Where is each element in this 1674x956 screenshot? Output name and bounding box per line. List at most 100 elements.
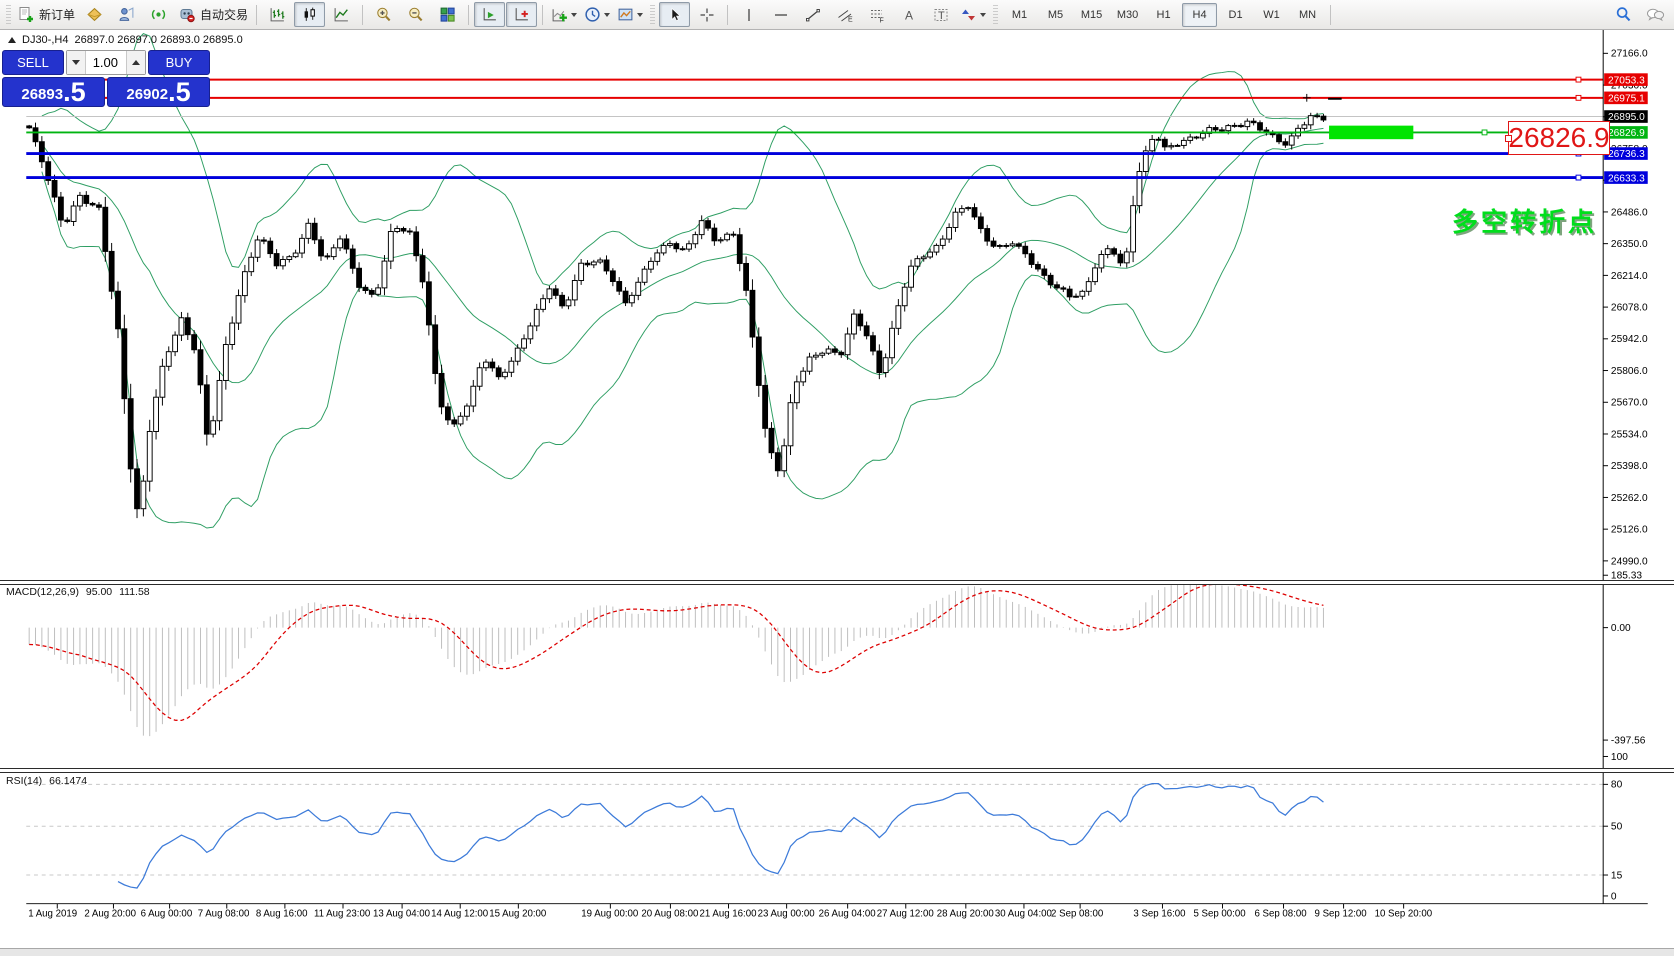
trendline-tool-button[interactable] bbox=[797, 2, 828, 27]
sell-price-display[interactable]: 26893 .5 bbox=[2, 77, 105, 107]
collapse-chart-icon[interactable] bbox=[8, 37, 16, 43]
toolbar-separator bbox=[542, 4, 544, 25]
svg-text:26826.9: 26826.9 bbox=[1608, 128, 1645, 139]
chinese-note-label[interactable]: 多空转折点 bbox=[1452, 207, 1598, 237]
sell-price-pips: .5 bbox=[63, 77, 86, 107]
templates-button[interactable] bbox=[614, 2, 646, 27]
toolbar-separator bbox=[468, 4, 470, 25]
chat-button[interactable] bbox=[1640, 2, 1671, 27]
zoom-in-icon bbox=[377, 7, 391, 22]
level-price-tag: 26633.3 bbox=[1604, 171, 1648, 184]
y-axis-tick-label: 25398.0 bbox=[1611, 461, 1648, 472]
signal-button[interactable] bbox=[143, 2, 174, 27]
periods-button[interactable] bbox=[581, 2, 613, 27]
y-axis-tick-label: 26350.0 bbox=[1611, 239, 1648, 250]
x-axis-date-label: 10 Sep 20:00 bbox=[1375, 908, 1433, 919]
svg-text:F: F bbox=[879, 17, 883, 23]
fibonacci-tool-button[interactable]: F bbox=[861, 2, 892, 27]
timeframe-mn-button[interactable]: MN bbox=[1298, 8, 1317, 21]
chart-shift-icon bbox=[515, 8, 528, 21]
svg-text:A: A bbox=[905, 8, 913, 22]
autotrading-icon bbox=[180, 9, 195, 23]
x-axis-date-label: 8 Aug 16:00 bbox=[256, 908, 308, 919]
buy-price-display[interactable]: 26902 .5 bbox=[107, 77, 210, 107]
timeframe-d1-button[interactable]: D1 bbox=[1228, 8, 1243, 21]
toolbar-drag-handle[interactable] bbox=[6, 4, 11, 25]
dropdown-caret-icon bbox=[980, 12, 987, 17]
horizontal-line-tool-button[interactable] bbox=[765, 2, 796, 27]
timeframe-w1-button[interactable]: W1 bbox=[1263, 8, 1280, 21]
timeframe-h1-button[interactable]: H1 bbox=[1156, 8, 1171, 21]
timeframe-m30-button[interactable]: M30 bbox=[1116, 8, 1139, 21]
crosshair-tool-button[interactable] bbox=[691, 2, 722, 27]
macd-axis-label: -397.56 bbox=[1611, 735, 1646, 746]
volume-input[interactable] bbox=[86, 51, 126, 74]
spin-down-icon bbox=[72, 60, 80, 65]
rsi-line bbox=[117, 782, 1324, 889]
macd-value-signal: 111.58 bbox=[119, 586, 150, 598]
fibonacci-icon: F bbox=[870, 9, 883, 23]
chart-shift-button[interactable] bbox=[506, 2, 538, 27]
timeframe-h4-button[interactable]: H4 bbox=[1182, 2, 1218, 27]
new-order-button[interactable]: 新订单 bbox=[15, 2, 78, 27]
search-icon bbox=[1616, 7, 1631, 22]
line-anchor-icon bbox=[1575, 94, 1582, 101]
search-button[interactable] bbox=[1608, 2, 1639, 27]
bar-chart-button[interactable] bbox=[262, 2, 293, 27]
window-separator[interactable] bbox=[0, 768, 1674, 773]
bollinger-upper bbox=[41, 33, 1324, 290]
candlestick-chart-button[interactable] bbox=[294, 2, 326, 27]
volume-increase-button[interactable] bbox=[126, 51, 145, 74]
svg-text:E: E bbox=[848, 16, 853, 23]
timeframe-m15-button[interactable]: M15 bbox=[1080, 8, 1103, 21]
timeframe-m1-button[interactable]: M1 bbox=[1011, 8, 1028, 21]
bar-chart-icon bbox=[270, 8, 285, 22]
level-price-tag: 26975.1 bbox=[1604, 91, 1648, 105]
macd-value-main: 95.00 bbox=[85, 586, 113, 598]
buy-button[interactable]: BUY bbox=[148, 50, 210, 75]
window-separator[interactable] bbox=[0, 580, 1674, 585]
indicators-button[interactable] bbox=[548, 2, 580, 27]
autotrading-button[interactable]: 自动交易 bbox=[175, 2, 251, 27]
price-annotation-label[interactable]: 26826.9 bbox=[1505, 121, 1610, 155]
volume-spinner bbox=[66, 50, 146, 75]
toolbar-drag-handle[interactable] bbox=[650, 4, 656, 25]
sell-button[interactable]: SELL bbox=[2, 50, 64, 75]
rsi-axis-label: 50 bbox=[1611, 822, 1623, 833]
auto-scroll-button[interactable] bbox=[474, 2, 506, 27]
x-axis-date-label: 6 Aug 00:00 bbox=[141, 908, 193, 919]
x-axis-date-label: 21 Aug 16:00 bbox=[699, 908, 756, 919]
line-chart-icon bbox=[334, 8, 348, 22]
zoom-in-button[interactable] bbox=[368, 2, 399, 27]
volume-decrease-button[interactable] bbox=[67, 51, 86, 74]
templates-icon bbox=[618, 8, 633, 21]
line-chart-button[interactable] bbox=[326, 2, 357, 27]
x-axis-date-label: 1 Aug 2019 bbox=[28, 908, 77, 919]
svg-text:26633.3: 26633.3 bbox=[1608, 173, 1645, 184]
y-axis-tick-label: 24990.0 bbox=[1611, 556, 1648, 567]
tile-windows-button[interactable] bbox=[432, 2, 463, 27]
timeframe-m5-button[interactable]: M5 bbox=[1047, 8, 1064, 21]
y-axis-tick-label: 27030.0 bbox=[1611, 80, 1648, 91]
zoom-out-button[interactable] bbox=[400, 2, 431, 27]
equidistant-channel-tool-button[interactable]: E bbox=[829, 2, 860, 27]
text-label-tool-button[interactable]: T bbox=[925, 2, 956, 27]
svg-text:26736.3: 26736.3 bbox=[1608, 149, 1645, 160]
toolbar-separator bbox=[727, 4, 729, 25]
chart-profile-button[interactable] bbox=[79, 2, 110, 27]
trendline-icon bbox=[805, 8, 820, 21]
x-axis-date-label: 30 Aug 04:00 bbox=[995, 908, 1052, 919]
line-anchor-icon bbox=[1481, 129, 1488, 136]
vertical-line-icon bbox=[747, 8, 750, 21]
bollinger-bands bbox=[41, 33, 1324, 529]
cursor-tool-button[interactable] bbox=[659, 2, 691, 27]
chart-canvas[interactable]: 27166.027030.026894.026758.026622.026486… bbox=[0, 30, 1674, 956]
arrows-tool-button[interactable] bbox=[957, 2, 989, 27]
market-watch-button[interactable] bbox=[111, 2, 142, 27]
vertical-line-tool-button[interactable] bbox=[733, 2, 764, 27]
toolbar-drag-handle[interactable] bbox=[993, 4, 999, 25]
dropdown-caret-icon bbox=[637, 12, 644, 17]
highlight-zone-rect[interactable] bbox=[1329, 125, 1414, 140]
text-tool-button[interactable]: A bbox=[893, 2, 924, 27]
